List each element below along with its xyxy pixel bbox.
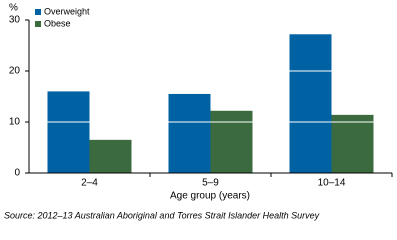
legend-label: Obese	[44, 18, 71, 28]
bar	[47, 91, 90, 173]
bar	[331, 114, 374, 173]
x-axis-label: Age group (years)	[170, 191, 250, 202]
bar	[289, 34, 332, 173]
legend-label: Overweight	[44, 6, 90, 16]
chart: % Age group (years) Source: 2012–13 Aust…	[4, 3, 393, 220]
x-tick-label: 5–9	[202, 178, 219, 189]
source-note: Source: 2012–13 Australian Aboriginal an…	[4, 210, 320, 220]
y-axis-label: %	[9, 3, 18, 14]
x-tick-label: 10–14	[318, 178, 346, 189]
y-tick-label: 20	[9, 66, 21, 77]
legend-swatch	[35, 9, 41, 15]
bar	[89, 139, 132, 173]
bar	[210, 110, 253, 173]
y-tick-label: 10	[9, 117, 21, 128]
y-tick-label: 30	[9, 15, 21, 26]
bar	[168, 93, 211, 173]
y-tick-label: 0	[14, 168, 20, 179]
x-tick-label: 2–4	[81, 178, 98, 189]
legend-swatch	[35, 21, 41, 27]
